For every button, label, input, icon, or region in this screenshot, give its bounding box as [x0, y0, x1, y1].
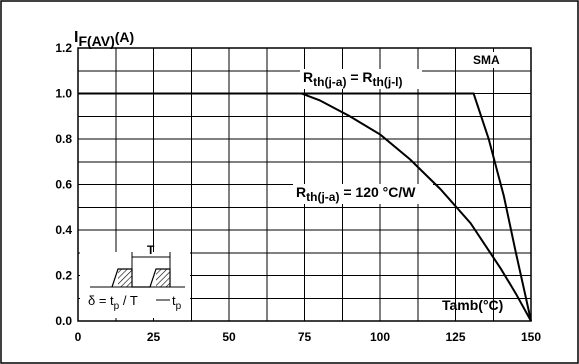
inset-pulse-label-main: t [172, 293, 176, 308]
annotation-1-main: R [303, 69, 313, 85]
tick-labels: 0 25 50 75 100 125 150 0.0 0.2 0.4 0.6 0.8 1.0 1.2 [55, 41, 541, 344]
annotation-2-mid: = 120 °C/W [339, 184, 416, 200]
series-line-1 [78, 92, 532, 322]
series-line-2 [78, 92, 532, 322]
annotation-2-main: R [296, 184, 306, 200]
inset-period-label: T [147, 243, 155, 257]
annotation-series-1: Rth(j-a) = Rth(j-l) [303, 69, 403, 89]
y-axis-label-unit: (A) [115, 29, 134, 45]
inset-formula-rest: / T [119, 293, 138, 308]
package-label: SMA [473, 53, 500, 67]
annotation-bg-2 [293, 184, 433, 204]
y-tick-label: 1.0 [55, 87, 72, 101]
duty-cycle-inset: T δ = tp / T tp [80, 243, 190, 318]
annotation-bg-1 [300, 69, 422, 89]
annotation-series-2: Rth(j-a) = 120 °C/W [296, 184, 416, 204]
x-tick-label: 125 [445, 330, 465, 344]
inset-pulse-2-hatch [156, 269, 170, 287]
inset-formula-sub: p [114, 301, 120, 312]
x-axis-label: Tamb(°C) [442, 297, 503, 313]
inset-formula-main: δ = t [88, 293, 114, 308]
annotation-1-mid: = R [346, 69, 372, 85]
inset-pulse-label-sub: p [176, 301, 182, 312]
annotation-1-sub2: th(j-l) [373, 75, 403, 89]
x-tick-label: 25 [147, 330, 161, 344]
inset-pulse-1-hatch [118, 269, 132, 287]
x-tick-label: 75 [298, 330, 312, 344]
curves [78, 92, 532, 322]
x-tick-label: 50 [222, 330, 236, 344]
y-tick-label: 1.2 [55, 41, 72, 55]
y-axis-label-main: I [74, 29, 78, 46]
inset-formula: δ = tp / T [88, 293, 138, 312]
x-tick-label: 0 [75, 330, 82, 344]
x-tick-label: 100 [370, 330, 390, 344]
y-tick-label: 0.0 [55, 314, 72, 328]
inset-bg [80, 252, 190, 318]
y-tick-label: 0.6 [55, 178, 72, 192]
annotation-1-sub1: th(j-a) [313, 75, 346, 89]
x-tick-label: 150 [521, 330, 541, 344]
package-label-bg [469, 52, 509, 68]
plot-area-border [77, 47, 532, 322]
y-tick-label: 0.8 [55, 132, 72, 146]
y-tick-label: 0.2 [55, 269, 72, 283]
y-tick-label: 0.4 [55, 223, 72, 237]
y-axis-label: IF(AV)(A) [74, 29, 134, 49]
inset-pulse-label: tp [172, 293, 182, 312]
y-axis-label-sub: F(AV) [78, 33, 114, 49]
annotation-2-sub1: th(j-a) [306, 190, 339, 204]
